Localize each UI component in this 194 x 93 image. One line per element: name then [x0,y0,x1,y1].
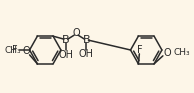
Text: OH: OH [79,49,94,59]
Text: O: O [23,46,30,56]
Text: F: F [137,45,142,55]
Text: B: B [83,35,90,45]
Text: B: B [62,35,70,45]
Text: CH₃: CH₃ [4,46,21,55]
Text: OH: OH [58,50,73,60]
Text: CH₃: CH₃ [174,48,190,57]
Text: F: F [12,45,18,55]
Text: O: O [163,48,171,58]
Text: O: O [72,28,80,38]
